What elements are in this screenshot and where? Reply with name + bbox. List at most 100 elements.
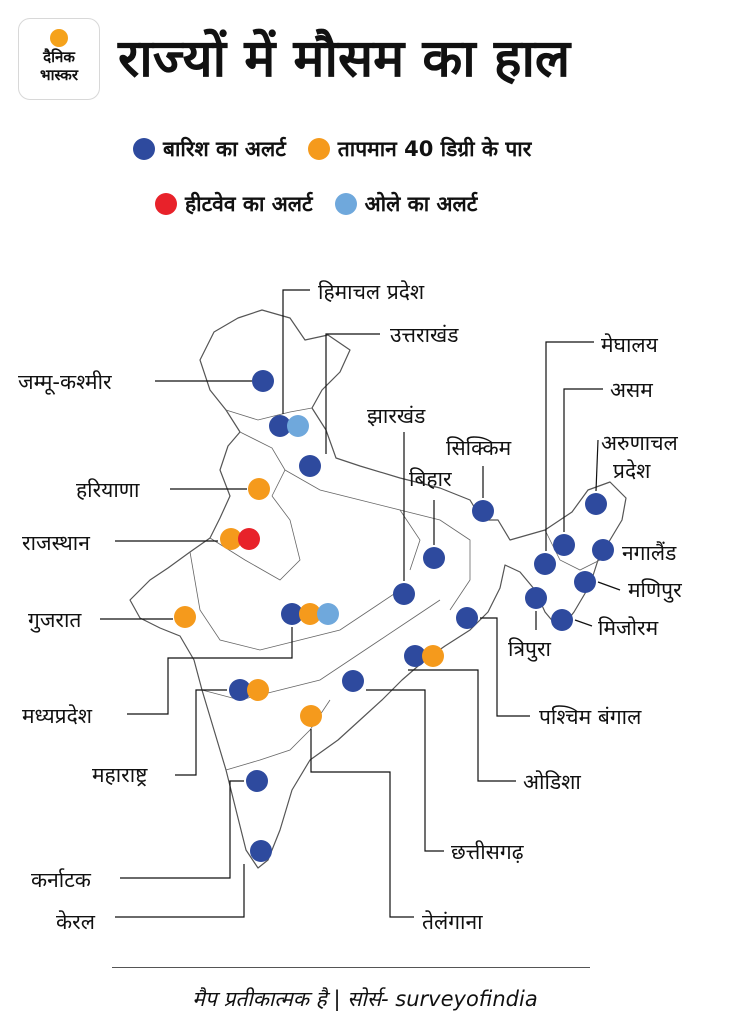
- madhya-pradesh-hail-marker: [317, 603, 339, 625]
- manipur-rain-marker: [574, 571, 596, 593]
- leader-line-arunachal: [595, 439, 599, 492]
- legend-row-1: बारिश का अलर्ट तापमान 40 डिग्री के पार: [133, 135, 553, 163]
- leader-line-maharashtra: [175, 689, 227, 776]
- state-label-karnataka: कर्नाटक: [31, 868, 92, 892]
- legend-label-rain: बारिश का अलर्ट: [163, 137, 286, 161]
- sikkim-rain-marker: [472, 500, 494, 522]
- state-label-kerala: केरल: [56, 910, 96, 934]
- legend-item-rain: बारिश का अलर्ट: [133, 135, 286, 163]
- leader-line-madhya-pradesh: [127, 627, 293, 715]
- leader-line-meghalaya: [545, 341, 594, 551]
- legend-item-heatwave: हीटवेव का अलर्ट: [155, 190, 313, 218]
- haryana-heat-marker: [248, 478, 270, 500]
- maharashtra-heat-marker: [247, 679, 269, 701]
- leader-line-west-bengal: [480, 617, 530, 717]
- nagaland-rain-marker: [592, 539, 614, 561]
- state-label-odisha: ओडिशा: [523, 770, 581, 794]
- state-label-chhattisgarh: छत्तीसगढ़: [451, 840, 525, 864]
- odisha-rain-marker: [404, 645, 426, 667]
- footer-divider: [112, 967, 590, 968]
- state-label-arunachal: अरुणाचल प्रदेश: [601, 431, 679, 483]
- rajasthan-heat-marker: [220, 528, 242, 550]
- mizoram-rain-marker: [551, 609, 573, 631]
- sun-icon: [50, 29, 68, 47]
- rajasthan-heatwave-marker: [238, 528, 260, 550]
- meghalaya-rain-marker: [534, 553, 556, 575]
- brand-name-line2: भास्कर: [40, 66, 78, 84]
- state-label-telangana: तेलंगाना: [422, 910, 483, 934]
- kerala-rain-marker: [250, 840, 272, 862]
- jharkhand-rain-marker: [393, 583, 415, 605]
- leader-line-uttarakhand: [325, 333, 380, 454]
- leader-line-chhattisgarh: [366, 689, 444, 852]
- leader-line-odisha: [408, 669, 516, 782]
- state-border-rajasthan: [209, 495, 301, 581]
- tripura-rain-marker: [525, 587, 547, 609]
- state-border-haryana: [239, 431, 286, 497]
- state-label-assam: असम: [610, 378, 653, 402]
- state-label-himachal: हिमाचल प्रदेश: [318, 280, 425, 304]
- leader-line-karnataka: [120, 780, 244, 879]
- brand-logo: दैनिक भास्कर: [18, 18, 100, 100]
- legend-item-heat: तापमान 40 डिग्री के पार: [307, 135, 532, 163]
- state-label-jharkhand: झारखंड: [367, 404, 426, 428]
- uttarakhand-rain-marker: [299, 455, 321, 477]
- india-map: जम्मू-कश्मीर हिमाचल प्रदेश उत्तराखंड हरियाण…: [18, 280, 682, 934]
- state-label-gujarat: गुजरात: [28, 608, 82, 633]
- footer-source: मैप प्रतीकात्मक है | सोर्स- surveyofindi…: [192, 987, 538, 1011]
- legend-item-hail: ओले का अलर्ट: [334, 190, 478, 218]
- page-title: राज्यों में मौसम का हाल: [118, 29, 571, 89]
- madhya-pradesh-heat-marker: [299, 603, 321, 625]
- bihar-rain-marker: [423, 547, 445, 569]
- legend-label-heatwave: हीटवेव का अलर्ट: [185, 192, 313, 216]
- leader-line-telangana: [310, 729, 414, 918]
- state-label-nagaland: नगालैंड: [622, 541, 677, 565]
- state-label-madhya-pradesh: मध्यप्रदेश: [22, 704, 93, 728]
- leader-line-himachal: [282, 289, 310, 414]
- leader-line-kerala: [115, 864, 245, 918]
- legend-label-heat: तापमान 40 डिग्री के पार: [337, 137, 532, 161]
- state-label-west-bengal: पश्चिम बंगाल: [539, 705, 642, 729]
- state-label-bihar: बिहार: [409, 467, 452, 491]
- india-outline: [129, 309, 627, 869]
- state-label-tripura: त्रिपुरा: [508, 637, 552, 662]
- rain-dot-icon: [133, 138, 155, 160]
- state-border-northeast: [544, 529, 601, 571]
- leader-line-mizoram: [574, 619, 593, 627]
- legend-label-hail: ओले का अलर्ट: [364, 192, 478, 216]
- telangana-heat-marker: [300, 705, 322, 727]
- leader-lines: [100, 289, 621, 918]
- state-label-mizoram: मिजोरम: [598, 616, 659, 640]
- state-label-maharashtra: महाराष्ट्र: [92, 763, 148, 787]
- state-label-haryana: हरियाणा: [76, 478, 140, 502]
- brand-name-line1: दैनिक: [43, 48, 75, 66]
- maharashtra-rain-marker: [229, 679, 251, 701]
- state-label-manipur: मणिपुर: [628, 578, 682, 603]
- leader-line-assam: [563, 388, 603, 532]
- west-bengal-rain-marker: [456, 607, 478, 629]
- chhattisgarh-rain-marker: [342, 670, 364, 692]
- karnataka-rain-marker: [246, 770, 268, 792]
- gujarat-heat-marker: [174, 606, 196, 628]
- state-label-sikkim: सिक्किम: [446, 436, 512, 460]
- madhya-pradesh-rain-marker: [281, 603, 303, 625]
- himachal-rain-marker: [269, 415, 291, 437]
- state-label-jammu-kashmir: जम्मू-कश्मीर: [18, 370, 112, 395]
- state-label-meghalaya: मेघालय: [601, 333, 659, 357]
- jammu-kashmir-rain-marker: [252, 370, 274, 392]
- himachal-hail-marker: [287, 415, 309, 437]
- state-label-rajasthan: राजस्थान: [22, 531, 90, 555]
- state-border-up: [284, 469, 421, 571]
- assam-rain-marker: [553, 534, 575, 556]
- leader-line-manipur: [597, 581, 621, 591]
- arunachal-rain-marker: [585, 493, 607, 515]
- heat-dot-icon: [307, 138, 330, 160]
- state-border-north: [225, 407, 313, 421]
- state-label-uttarakhand: उत्तराखंड: [390, 323, 459, 347]
- alert-markers: [174, 370, 614, 862]
- state-labels: जम्मू-कश्मीर हिमाचल प्रदेश उत्तराखंड हरियाण…: [18, 280, 682, 934]
- heatwave-dot-icon: [155, 193, 177, 215]
- state-border-mp: [189, 551, 401, 651]
- hail-dot-icon: [334, 193, 357, 215]
- odisha-heat-marker: [422, 645, 444, 667]
